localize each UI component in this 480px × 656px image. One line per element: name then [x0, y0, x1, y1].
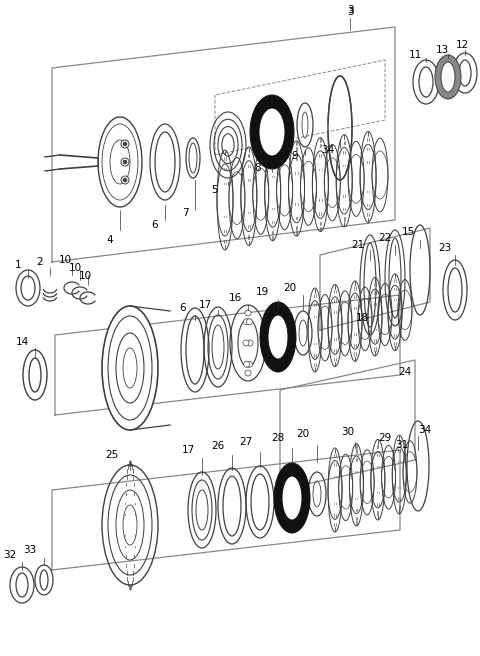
Text: 20: 20 — [283, 283, 297, 293]
Ellipse shape — [268, 315, 288, 359]
Text: 23: 23 — [438, 243, 452, 253]
Ellipse shape — [435, 55, 461, 99]
Text: 6: 6 — [152, 220, 158, 230]
Text: 34: 34 — [322, 145, 335, 155]
Circle shape — [247, 340, 253, 346]
Text: 31: 31 — [396, 440, 408, 450]
Text: 11: 11 — [408, 50, 421, 60]
Text: 33: 33 — [24, 545, 36, 555]
Text: 15: 15 — [401, 227, 415, 237]
Text: 4: 4 — [107, 235, 113, 245]
Text: 10: 10 — [69, 263, 82, 273]
Ellipse shape — [441, 62, 455, 92]
Text: 25: 25 — [106, 450, 119, 460]
Ellipse shape — [282, 476, 302, 520]
Circle shape — [121, 176, 129, 184]
Text: 16: 16 — [228, 293, 241, 303]
Text: 3: 3 — [347, 5, 353, 15]
Text: 27: 27 — [240, 437, 252, 447]
Ellipse shape — [259, 108, 285, 156]
Text: 28: 28 — [271, 433, 285, 443]
Text: 24: 24 — [398, 367, 412, 377]
Ellipse shape — [250, 95, 294, 169]
Text: 34: 34 — [419, 425, 432, 435]
Text: 18: 18 — [355, 313, 369, 323]
Ellipse shape — [102, 306, 158, 430]
Text: 21: 21 — [351, 240, 365, 250]
Text: 32: 32 — [3, 550, 17, 560]
Text: 13: 13 — [435, 45, 449, 55]
Circle shape — [245, 310, 251, 316]
Text: 8: 8 — [255, 163, 261, 173]
Circle shape — [121, 140, 129, 148]
Text: 12: 12 — [456, 40, 468, 50]
Text: 2: 2 — [36, 257, 43, 267]
Text: 30: 30 — [341, 427, 355, 437]
Circle shape — [123, 178, 127, 182]
Text: 17: 17 — [198, 300, 212, 310]
Text: 5: 5 — [212, 185, 218, 195]
Text: 29: 29 — [378, 433, 392, 443]
Ellipse shape — [260, 302, 296, 372]
Circle shape — [246, 361, 252, 367]
Text: 10: 10 — [78, 271, 92, 281]
Text: 17: 17 — [181, 445, 194, 455]
Circle shape — [243, 340, 249, 346]
Text: 20: 20 — [297, 429, 310, 439]
Text: 19: 19 — [255, 287, 269, 297]
Text: 14: 14 — [15, 337, 29, 347]
Circle shape — [123, 160, 127, 164]
Text: 6: 6 — [180, 303, 186, 313]
Circle shape — [243, 361, 250, 367]
Text: 22: 22 — [378, 233, 392, 243]
Circle shape — [243, 319, 250, 325]
Text: 1: 1 — [15, 260, 21, 270]
Text: 26: 26 — [211, 441, 225, 451]
Circle shape — [245, 370, 251, 376]
Text: 10: 10 — [59, 255, 72, 265]
Circle shape — [123, 142, 127, 146]
Text: 3: 3 — [347, 7, 353, 17]
Circle shape — [121, 158, 129, 166]
Text: 9: 9 — [292, 151, 298, 161]
Ellipse shape — [274, 463, 310, 533]
Text: 7: 7 — [182, 208, 188, 218]
Circle shape — [246, 319, 252, 325]
